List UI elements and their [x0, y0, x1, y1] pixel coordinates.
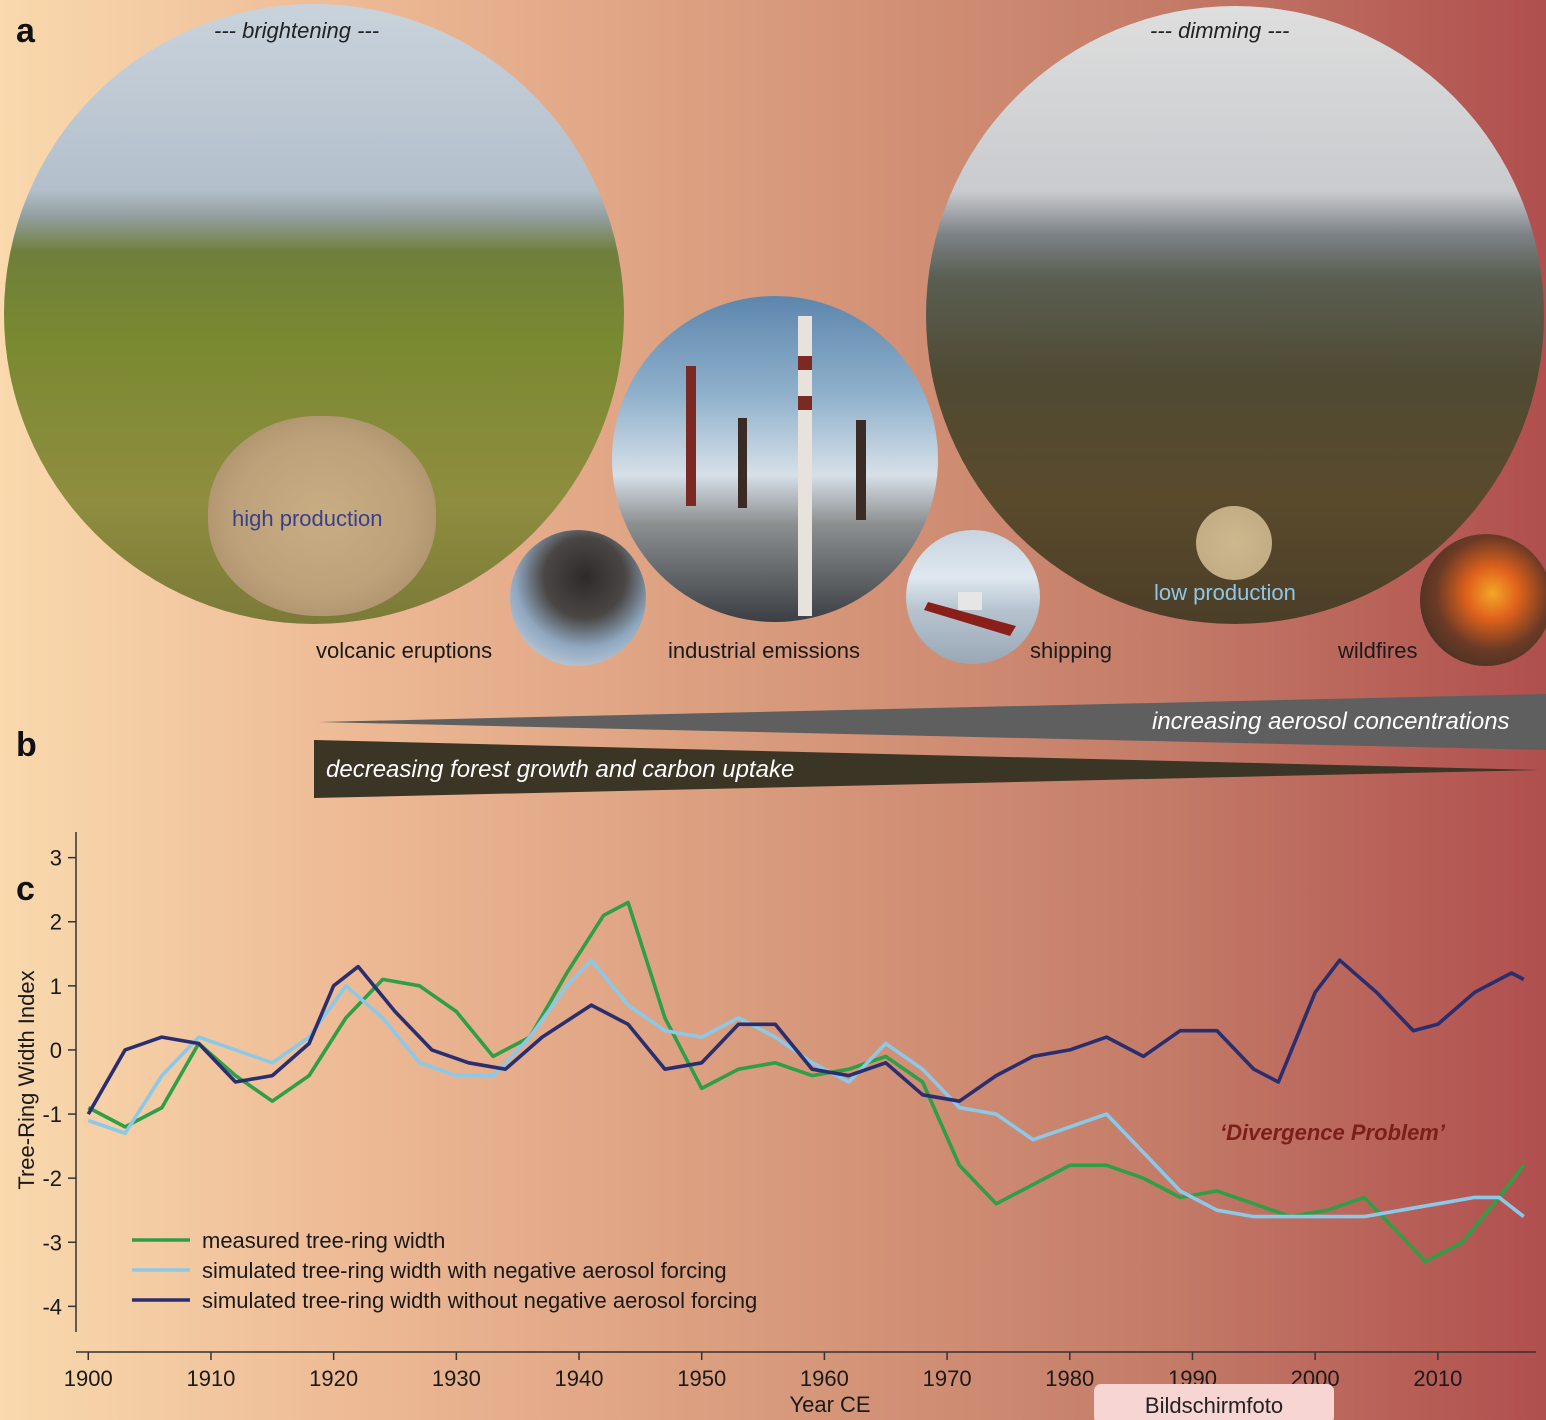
legend-label: measured tree-ring width	[202, 1228, 445, 1253]
tree-ring-disc-large	[208, 416, 436, 616]
aerosol-wedge	[318, 694, 1546, 750]
x-tick-label: 2010	[1413, 1366, 1462, 1391]
y-tick-label: -1	[42, 1102, 62, 1127]
brightening-label: --- brightening ---	[214, 18, 380, 43]
x-tick-label: 1980	[1045, 1366, 1094, 1391]
divergence-annotation: ‘Divergence Problem’	[1220, 1120, 1446, 1145]
x-tick-label: 1930	[432, 1366, 481, 1391]
low-production-label: low production	[1154, 580, 1296, 605]
y-tick-label: -2	[42, 1166, 62, 1191]
aerosol-wedges	[314, 694, 1546, 798]
forest-wedge	[314, 740, 1540, 798]
panel-label-c: c	[16, 870, 35, 908]
volcanic-eruption-photo	[510, 530, 646, 666]
caption-wildfires: wildfires	[1338, 638, 1418, 663]
y-tick-label: 3	[50, 846, 62, 871]
series-line-2	[87, 958, 1525, 1219]
series-line-3	[86, 958, 1525, 1115]
series-line-1	[87, 900, 1526, 1264]
y-tick-label: -4	[42, 1294, 62, 1319]
ship-icon	[924, 592, 1016, 636]
high-production-label: high production	[232, 506, 383, 531]
panel-label-b: b	[16, 726, 37, 764]
legend-label: simulated tree-ring width without negati…	[202, 1288, 757, 1313]
caption-industrial: industrial emissions	[668, 638, 860, 663]
chart-series	[86, 900, 1526, 1264]
chart-legend: measured tree-ring width simulated tree-r…	[132, 1228, 757, 1313]
screenshot-badge: Bildschirmfoto	[1094, 1384, 1334, 1420]
x-tick-label: 1920	[309, 1366, 358, 1391]
x-tick-label: 1950	[677, 1366, 726, 1391]
industrial-emissions-photo	[612, 296, 938, 622]
y-tick-label: 0	[50, 1038, 62, 1063]
x-tick-label: 1900	[64, 1366, 113, 1391]
caption-volcanic: volcanic eruptions	[316, 638, 493, 663]
wildfire-photo	[1420, 534, 1546, 666]
legend-label: simulated tree-ring width with negative …	[202, 1258, 727, 1283]
x-tick-label: 1970	[923, 1366, 972, 1391]
x-tick-label: 1940	[555, 1366, 604, 1391]
y-tick-label: 1	[50, 974, 62, 999]
tree-ring-disc-small	[1196, 506, 1272, 580]
y-tick-label: 2	[50, 910, 62, 935]
chart-axes: 3 2 1 0 -1 -2 -3 -4 1900 1910 1920 1930 1940 1950 1960…	[42, 832, 1536, 1391]
y-tick-label: -3	[42, 1230, 62, 1255]
y-axis-label: Tree-Ring Width Index	[14, 970, 39, 1189]
aerosol-label: increasing aerosol concentrations	[1152, 708, 1510, 735]
smokestacks-icon	[686, 316, 866, 616]
x-tick-label: 1960	[800, 1366, 849, 1391]
x-axis-label: Year CE	[789, 1392, 870, 1417]
caption-shipping: shipping	[1030, 638, 1112, 663]
dimming-label: --- dimming ---	[1150, 18, 1290, 43]
panel-label-a: a	[16, 12, 35, 50]
forest-label: decreasing forest growth and carbon upta…	[326, 756, 795, 783]
x-tick-label: 1910	[186, 1366, 235, 1391]
